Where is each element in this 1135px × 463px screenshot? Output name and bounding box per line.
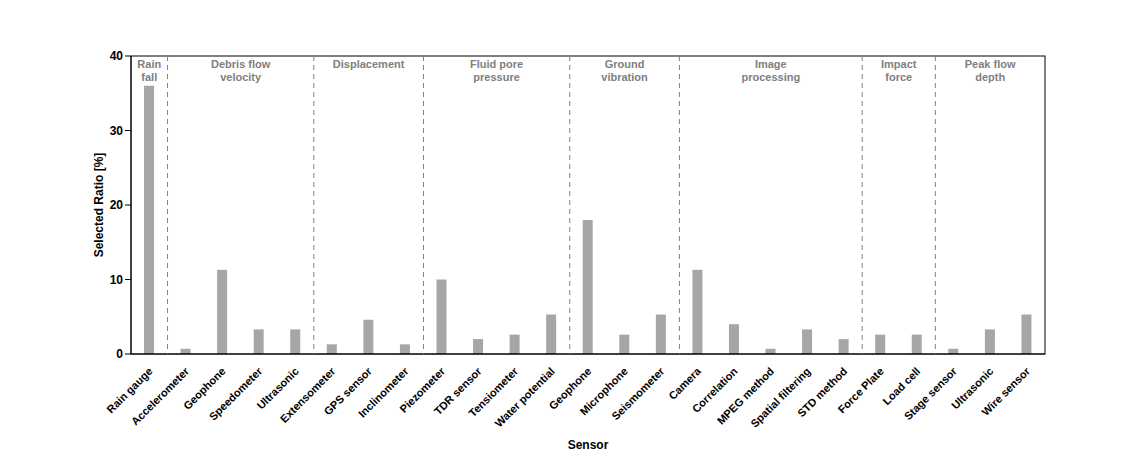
svg-text:Accelerometer: Accelerometer (129, 364, 192, 427)
svg-text:Stage sensor: Stage sensor (902, 364, 960, 422)
svg-text:Camera: Camera (666, 364, 704, 402)
svg-text:Tensiometer: Tensiometer (466, 364, 521, 420)
svg-text:10: 10 (110, 273, 124, 287)
svg-text:STD method: STD method (795, 364, 850, 420)
svg-text:Impactforce: Impactforce (881, 58, 917, 83)
svg-text:Imageprocessing: Imageprocessing (741, 58, 800, 83)
svg-text:Selected Ratio [%]: Selected Ratio [%] (92, 153, 106, 258)
svg-text:Fluid porepressure: Fluid porepressure (470, 58, 523, 83)
svg-text:Groundvibration: Groundvibration (601, 58, 648, 83)
svg-text:40: 40 (110, 49, 124, 63)
svg-text:Seismometer: Seismometer (609, 364, 667, 422)
svg-text:Extensometer: Extensometer (277, 364, 338, 425)
svg-text:GPS sensor: GPS sensor (321, 364, 375, 418)
svg-text:Microphone: Microphone (577, 364, 630, 418)
svg-text:Water potential: Water potential (492, 365, 556, 429)
svg-text:30: 30 (110, 124, 124, 138)
svg-text:Debris flowvelocity: Debris flowvelocity (211, 58, 271, 83)
svg-text:Peak flowdepth: Peak flowdepth (965, 58, 1016, 83)
svg-text:Displacement: Displacement (333, 58, 405, 70)
svg-text:Piezometer: Piezometer (397, 364, 448, 415)
svg-text:Rainfall: Rainfall (137, 58, 161, 83)
svg-text:MPEG method: MPEG method (714, 364, 777, 427)
svg-text:Force Plate: Force Plate (835, 365, 885, 415)
svg-text:Ultrasonic: Ultrasonic (254, 364, 301, 412)
svg-text:Speedometer: Speedometer (207, 364, 265, 422)
svg-text:Spatial filtering: Spatial filtering (748, 365, 813, 430)
svg-text:Ultrasonic: Ultrasonic (949, 364, 996, 412)
svg-text:Load cell: Load cell (880, 364, 923, 408)
svg-text:TDR sensor: TDR sensor (431, 364, 484, 418)
svg-text:Geophone: Geophone (180, 364, 228, 412)
svg-text:Sensor: Sensor (568, 438, 609, 452)
svg-text:Geophone: Geophone (546, 364, 594, 412)
svg-text:Correlation: Correlation (689, 364, 740, 415)
svg-text:Inclinometer: Inclinometer (355, 364, 411, 420)
svg-text:Rain gauge: Rain gauge (104, 364, 155, 416)
svg-text:20: 20 (110, 198, 124, 212)
svg-text:Wire sensor: Wire sensor (979, 364, 1032, 417)
svg-text:0: 0 (116, 347, 123, 361)
